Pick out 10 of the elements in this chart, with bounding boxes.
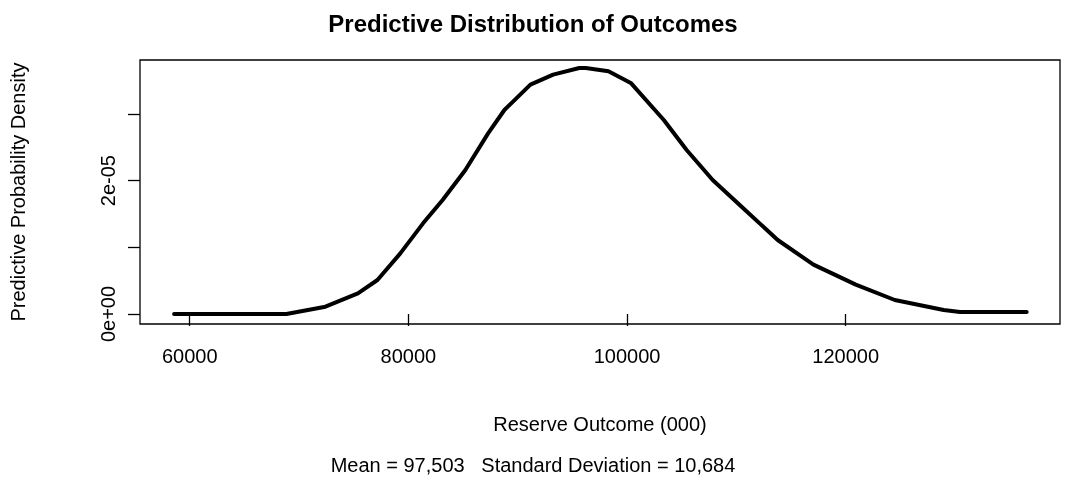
- y-axis-title: Predictive Probability Density: [7, 62, 29, 322]
- x-tick-label: 100000: [593, 345, 661, 367]
- y-tick-label: 2e-05: [97, 155, 119, 207]
- y-tick-label: 0e+00: [97, 285, 119, 343]
- x-tick-label: 60000: [161, 345, 218, 367]
- chart-title: Predictive Distribution of Outcomes: [328, 9, 738, 37]
- text: Mean = 97,503 Standard Deviation = 10,684: [330, 454, 736, 476]
- x-tick-label: 120000: [812, 345, 880, 367]
- x-axis-title: Reserve Outcome (000): [493, 413, 707, 435]
- x-tick-label: 80000: [380, 345, 437, 367]
